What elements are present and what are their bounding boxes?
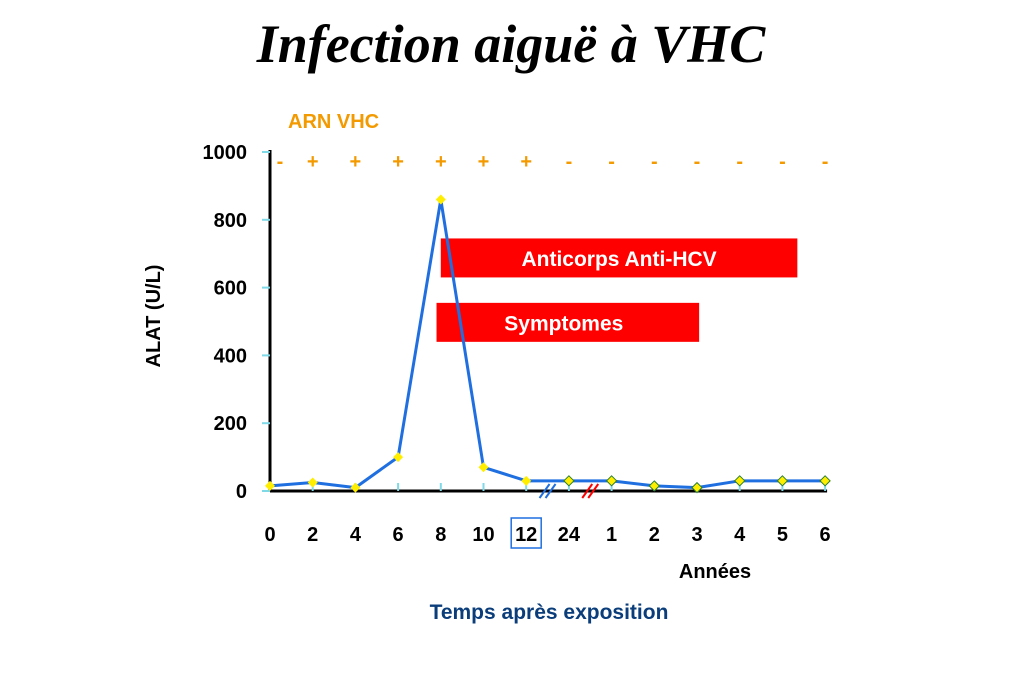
axis-break-mark <box>538 483 551 499</box>
years-label: Années <box>679 561 751 583</box>
rna-sign: + <box>307 151 319 173</box>
data-point <box>563 475 575 487</box>
x-tick-label: 3 <box>691 524 702 546</box>
x-tick-label: 10 <box>472 524 494 546</box>
rna-sign: + <box>520 151 532 173</box>
axis-break-mark <box>544 483 557 499</box>
x-tick-label: 0 <box>264 524 275 546</box>
chart-title: Infection aiguë à VHC <box>256 14 767 74</box>
series-line <box>269 197 826 490</box>
rna-sign: - <box>651 151 658 173</box>
x-tick-label: 8 <box>435 524 446 546</box>
rna-sign: + <box>478 151 490 173</box>
x-tick-label: 2 <box>649 524 660 546</box>
rna-label: ARN VHC <box>288 111 379 133</box>
highlight-box <box>510 517 542 549</box>
data-point <box>478 462 489 473</box>
y-tick-label: 400 <box>214 345 247 367</box>
y-tick-label: 600 <box>214 278 247 300</box>
x-tick-label: 5 <box>777 524 788 546</box>
x-tick-label: 24 <box>558 524 581 546</box>
rna-sign: - <box>277 151 284 173</box>
rna-sign: - <box>779 151 786 173</box>
data-point <box>521 475 532 486</box>
x-tick-label: 4 <box>734 524 746 546</box>
y-tick-label: 800 <box>214 210 247 232</box>
data-point <box>733 475 746 487</box>
rna-sign: - <box>822 151 829 173</box>
y-axis-label: ALAT (U/L) <box>143 265 165 368</box>
rna-sign: - <box>566 151 573 173</box>
x-tick-label: 2 <box>307 524 318 546</box>
x-tick-label: 1 <box>606 524 617 546</box>
axis-break-mark <box>581 483 594 499</box>
x-tick-label: 6 <box>820 524 831 546</box>
annotation-bar <box>440 238 798 278</box>
data-point <box>307 477 318 488</box>
annotation-bar-label: Anticorps Anti-HCV <box>521 248 716 271</box>
rna-sign: + <box>350 151 362 173</box>
rna-sign: - <box>736 151 743 173</box>
data-point <box>819 475 831 487</box>
y-tick-label: 200 <box>214 413 247 435</box>
x-tick-label: 12 <box>515 524 537 546</box>
data-point <box>691 481 703 494</box>
annotation-bar <box>436 302 700 342</box>
data-point <box>393 452 404 463</box>
axis-break-mark <box>587 483 600 499</box>
data-point <box>265 480 275 491</box>
y-tick-label: 0 <box>236 481 247 503</box>
x-axis-label: Temps après exposition <box>430 601 669 624</box>
rna-sign: + <box>435 151 447 173</box>
rna-sign: + <box>392 151 404 173</box>
x-tick-label: 4 <box>350 524 362 546</box>
rna-sign: - <box>608 151 615 173</box>
rna-sign: - <box>694 151 701 173</box>
y-tick-label: 1000 <box>203 142 248 164</box>
annotation-bar-label: Symptomes <box>504 312 623 335</box>
data-point <box>605 475 618 487</box>
data-point <box>648 480 661 492</box>
x-tick-label: 6 <box>393 524 404 546</box>
data-point <box>350 482 361 493</box>
data-point <box>776 475 789 487</box>
data-point <box>435 194 446 205</box>
